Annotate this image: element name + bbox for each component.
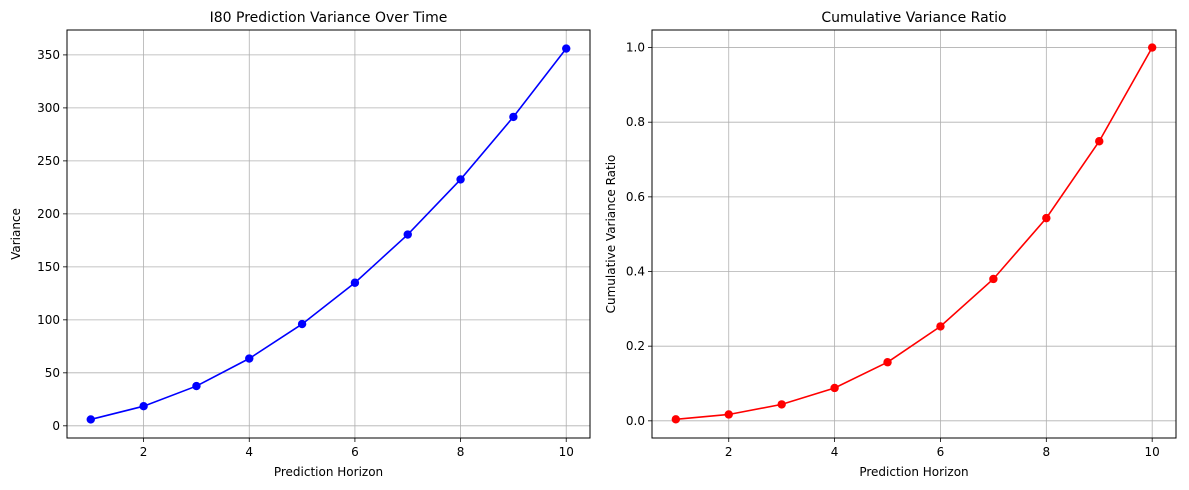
cumulative-ratio-chart-data-point xyxy=(724,410,733,419)
cumulative-ratio-chart-x-tick-label: 8 xyxy=(1043,445,1051,459)
cumulative-ratio-chart-data-point xyxy=(777,400,786,409)
variance-chart-y-tick-label: 100 xyxy=(37,313,60,327)
cumulative-ratio-chart-frame xyxy=(651,29,1177,439)
cumulative-ratio-chart-data-point xyxy=(830,383,839,393)
cumulative-ratio-chart-x-tick-label: 4 xyxy=(831,445,839,459)
variance-chart-frame xyxy=(66,29,591,439)
cumulative-ratio-chart-data-point xyxy=(1095,137,1104,146)
cumulative-ratio-chart-x-tick-label: 6 xyxy=(937,445,945,459)
variance-chart-data-point xyxy=(139,402,148,411)
variance-chart-x-tick-label: 8 xyxy=(457,445,465,459)
variance-chart-data-point xyxy=(297,319,307,329)
cumulative-ratio-chart-data-point xyxy=(1042,213,1051,223)
variance-chart-data-point xyxy=(562,44,571,53)
cumulative-ratio-chart-data-point xyxy=(989,274,998,284)
cumulative-ratio-chart-x-tick-label: 10 xyxy=(1145,445,1160,459)
variance-chart-data-point xyxy=(403,230,412,239)
variance-chart-series-line xyxy=(90,48,567,421)
variance-chart-x-tick-label: 4 xyxy=(245,445,253,459)
cumulative-ratio-chart-y-tick-label: 0.8 xyxy=(626,115,645,129)
variance-chart-series xyxy=(86,44,571,424)
variance-chart-y-tick-label: 300 xyxy=(37,101,60,115)
variance-chart-y-tick-label: 200 xyxy=(37,207,60,221)
variance-chart-data-point xyxy=(350,278,360,287)
variance-chart-x-tick-label: 10 xyxy=(559,445,574,459)
variance-chart-data-point xyxy=(86,415,95,424)
cumulative-ratio-chart-y-tick-label: 0.0 xyxy=(626,414,645,428)
cumulative-ratio-chart-data-point xyxy=(1147,43,1157,52)
variance-chart-data-point xyxy=(245,354,254,363)
cumulative-ratio-chart-series-line xyxy=(675,47,1153,421)
variance-chart-y-tick-label: 50 xyxy=(45,366,60,380)
cumulative-ratio-chart-series xyxy=(671,43,1157,424)
variance-chart-grid xyxy=(67,30,590,438)
cumulative-ratio-chart: 2 4 6 8 10 0.0 0.2 0.4 0.6 0.8 1.0 Cumulative Vari… xyxy=(604,10,1177,479)
variance-chart-y-tick-label: 250 xyxy=(37,154,60,168)
variance-chart-title: I80 Prediction Variance Over Time xyxy=(210,10,448,26)
cumulative-ratio-chart-y-tick-label: 0.4 xyxy=(626,265,645,279)
variance-chart-x-axis-label: Prediction Horizon xyxy=(274,465,383,479)
variance-chart-data-point xyxy=(192,381,201,391)
cumulative-ratio-chart-x-tick-label: 2 xyxy=(725,445,733,459)
variance-chart-data-point xyxy=(509,112,518,122)
variance-chart-x-tick-label: 6 xyxy=(351,445,359,459)
variance-chart-y-axis-label: Variance xyxy=(9,208,23,260)
variance-chart-x-tick-label: 2 xyxy=(140,445,148,459)
cumulative-ratio-chart-ticks: 2 4 6 8 10 0.0 0.2 0.4 0.6 0.8 1.0 xyxy=(626,41,1160,459)
cumulative-ratio-chart-y-tick-label: 1.0 xyxy=(626,41,645,55)
cumulative-ratio-chart-title: Cumulative Variance Ratio xyxy=(821,10,1006,26)
variance-chart-data-point xyxy=(456,175,465,184)
cumulative-ratio-chart-grid xyxy=(652,30,1176,438)
cumulative-ratio-chart-data-point xyxy=(883,358,892,367)
cumulative-ratio-chart-data-point xyxy=(936,322,945,331)
cumulative-ratio-chart-data-point xyxy=(671,415,681,424)
cumulative-ratio-chart-y-axis-label: Cumulative Variance Ratio xyxy=(604,155,618,314)
variance-chart-y-tick-label: 350 xyxy=(37,48,60,62)
cumulative-ratio-chart-y-tick-label: 0.6 xyxy=(626,190,645,204)
variance-chart-y-tick-label: 0 xyxy=(52,419,60,433)
variance-chart-y-tick-label: 150 xyxy=(37,260,60,274)
cumulative-ratio-chart-y-tick-label: 0.2 xyxy=(626,339,645,353)
cumulative-ratio-chart-x-axis-label: Prediction Horizon xyxy=(859,465,968,479)
